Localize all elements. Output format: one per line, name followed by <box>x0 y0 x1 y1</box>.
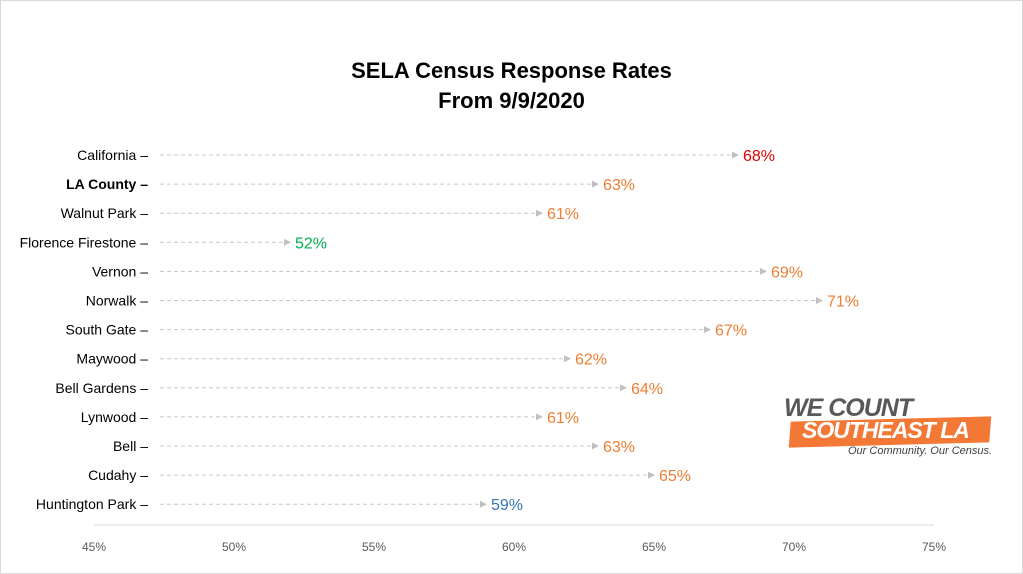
value-label: 63% <box>603 439 635 456</box>
x-tick-label: 65% <box>642 540 666 554</box>
category-label: LA County – <box>66 176 148 192</box>
x-tick-label: 50% <box>222 540 246 554</box>
logo-line-1: WE COUNT <box>784 394 913 422</box>
category-label: Huntington Park – <box>36 496 148 512</box>
x-tick-label: 70% <box>782 540 806 554</box>
value-label: 62% <box>575 352 607 369</box>
logo-tagline: Our Community. Our Census. <box>848 445 993 457</box>
category-label: South Gate – <box>65 322 148 338</box>
x-tick-label: 45% <box>82 540 106 554</box>
value-label: 61% <box>547 410 579 427</box>
chart-title: SELA Census Response Rates From 9/9/2020 <box>0 56 1023 116</box>
category-label: Cudahy – <box>88 467 148 483</box>
category-label: Florence Firestone – <box>20 234 149 250</box>
chart-rows: California – 68% LA County – 63% Walnut Park… <box>20 147 859 514</box>
logo-line-2: SOUTHEAST LA <box>802 417 970 443</box>
x-tick-label: 60% <box>502 540 526 554</box>
category-label: Bell – <box>113 438 148 454</box>
category-label: Maywood – <box>76 351 148 367</box>
category-label: Lynwood – <box>81 409 148 425</box>
value-label: 67% <box>715 323 747 340</box>
value-label: 64% <box>631 381 663 398</box>
we-count-southeast-la-logo: WE COUNT SOUTHEAST LA Our Community. Our… <box>780 394 1000 464</box>
value-label: 69% <box>771 264 803 281</box>
category-label: Vernon – <box>92 263 148 279</box>
chart-title-line-2: From 9/9/2020 <box>438 88 585 113</box>
x-tick-label: 75% <box>922 540 946 554</box>
value-label: 65% <box>659 468 691 485</box>
value-label: 52% <box>295 235 327 252</box>
category-label: Bell Gardens – <box>55 380 148 396</box>
category-label: Walnut Park – <box>61 205 149 221</box>
x-tick-label: 55% <box>362 540 386 554</box>
value-label: 63% <box>603 177 635 194</box>
value-label: 68% <box>743 148 775 165</box>
value-label: 71% <box>827 294 859 311</box>
x-axis-ticks: 45% 50% 55% 60% 65% 70% 75% <box>82 540 946 554</box>
value-label: 59% <box>491 497 523 514</box>
category-label: California – <box>77 147 148 163</box>
chart-title-line-1: SELA Census Response Rates <box>351 58 672 83</box>
category-label: Norwalk – <box>86 293 148 309</box>
value-label: 61% <box>547 206 579 223</box>
